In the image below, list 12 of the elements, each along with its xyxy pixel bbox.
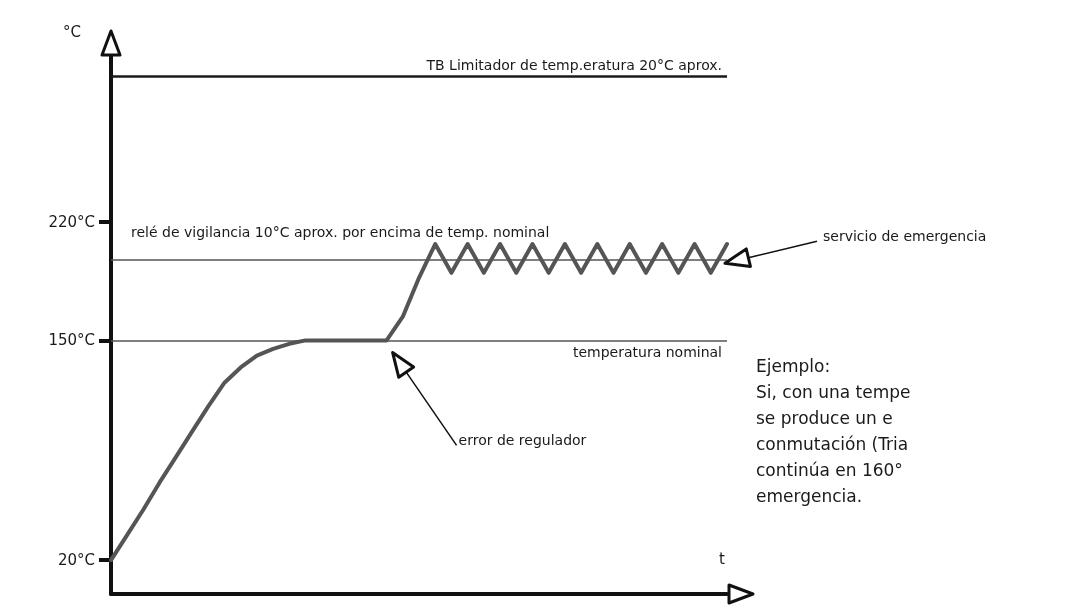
ref-line-label: relé de vigilancia 10°C aprox. por encima de temp. nominal [131,224,550,241]
x-axis-title: t [719,549,725,568]
y-tick-label: 20°C [57,551,95,570]
text: servicio de emergencia [823,228,987,245]
ref-line-label: TB Limitador de temp.eratura 20°C aprox. [425,56,722,73]
y-tick-label: 150°C [48,331,95,350]
line-series [109,242,729,563]
text: Ejemplo: Si, con una tempe se produce un e conmutación (Tria continúa en 160° emergencia. [756,356,911,506]
ref-line-label: temperatura nominal [572,344,722,361]
y-tick-label: 220°C [48,213,95,232]
annotation: error de regulador [458,432,587,449]
y-axis-title: °C [63,22,81,41]
